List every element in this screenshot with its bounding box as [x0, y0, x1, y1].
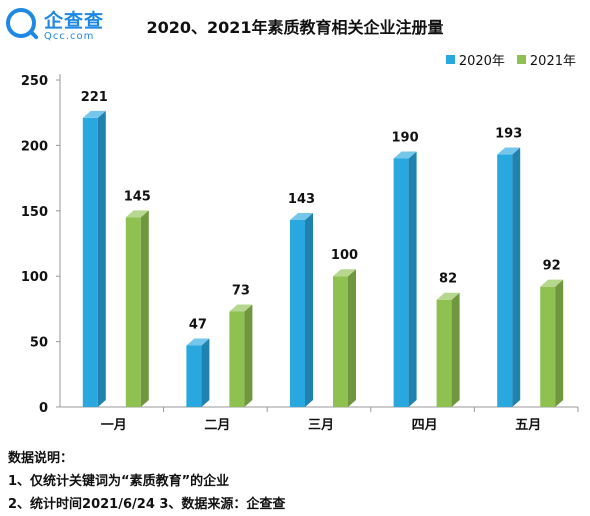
x-tick-label: 二月 [204, 418, 230, 433]
data-label: 47 [189, 318, 207, 333]
bar-top-face [82, 110, 106, 118]
x-tick-label: 五月 [515, 418, 541, 433]
company-logo: 企查查 Qcc.com [6, 6, 124, 46]
bar-top-face [186, 338, 210, 346]
data-label: 100 [331, 248, 358, 263]
y-tick-label: 250 [21, 74, 48, 89]
bar-2020 [393, 158, 409, 407]
notes-line-2: 2、统计时间2021/6/24 3、数据来源：企查查 [8, 497, 286, 512]
bar-2020 [497, 154, 513, 407]
bar-top-face [393, 151, 417, 159]
data-label: 92 [543, 259, 561, 274]
bar-2021 [229, 311, 245, 407]
bar-side-face [555, 279, 564, 407]
chart-legend: 2020年 2021年 [445, 50, 576, 69]
legend-swatch-2021 [516, 55, 526, 64]
bar-top-face [125, 210, 149, 218]
bar-top-face [540, 279, 564, 287]
bar-side-face [201, 338, 210, 407]
data-label: 82 [439, 272, 457, 287]
x-tick-label: 四月 [412, 418, 438, 433]
data-label: 221 [81, 90, 108, 105]
notes-line-1: 1、仅统计关键词为“素质教育”的企业 [8, 474, 230, 489]
magnifier-logo-icon [6, 8, 36, 38]
y-tick-label: 50 [30, 336, 48, 351]
x-tick-label: 三月 [308, 418, 334, 433]
y-tick-label: 200 [21, 139, 48, 154]
bar-side-face [512, 147, 521, 407]
bar-side-face [244, 304, 253, 407]
data-label: 193 [495, 127, 522, 142]
logo-name-cn: 企查查 [44, 10, 105, 32]
legend-label-2020: 2020年 [458, 54, 505, 69]
y-tick-label: 100 [21, 270, 48, 285]
data-label: 143 [288, 192, 315, 207]
bar-2020 [290, 219, 305, 407]
bar-2021 [125, 217, 141, 407]
bar-top-face [436, 292, 460, 300]
bar-side-face [140, 210, 149, 407]
bar-side-face [408, 151, 417, 407]
bar-chart: 0 50 100 150 200 250 一月 221 145 二月 47 73 三月 143 100 四月 1… [21, 74, 579, 433]
data-notes: 数据说明： 1、仅统计关键词为“素质教育”的企业 2、统计时间2021/6/24… [8, 447, 285, 516]
notes-heading: 数据说明： [8, 451, 74, 466]
bar-top-face [497, 147, 521, 155]
chart-title: 2020、2021年素质教育相关企业注册量 [146, 18, 444, 37]
bar-2021 [436, 299, 452, 407]
bar-side-face [97, 110, 106, 407]
legend-item-2021: 2021年 [516, 50, 576, 69]
data-label: 190 [392, 130, 419, 145]
bar-top-face [229, 304, 253, 312]
bar-2020 [82, 117, 98, 407]
legend-label-2021: 2021年 [529, 54, 576, 69]
bar-top-face [290, 212, 313, 220]
legend-swatch-2020 [445, 55, 455, 64]
x-tick-label: 一月 [101, 418, 127, 433]
data-label: 145 [124, 189, 151, 204]
legend-item-2020: 2020年 [445, 50, 505, 69]
bar-side-face [451, 292, 460, 407]
bar-2021 [333, 276, 348, 407]
bar-2020 [186, 345, 202, 407]
bar-2021 [540, 286, 556, 407]
logo-name-en: Qcc.com [44, 31, 95, 42]
data-label: 73 [232, 284, 250, 299]
bar-side-face [348, 269, 356, 407]
y-tick-label: 150 [21, 205, 48, 220]
bar-side-face [305, 212, 313, 407]
y-tick-label: 0 [39, 401, 48, 416]
bar-top-face [333, 269, 356, 277]
